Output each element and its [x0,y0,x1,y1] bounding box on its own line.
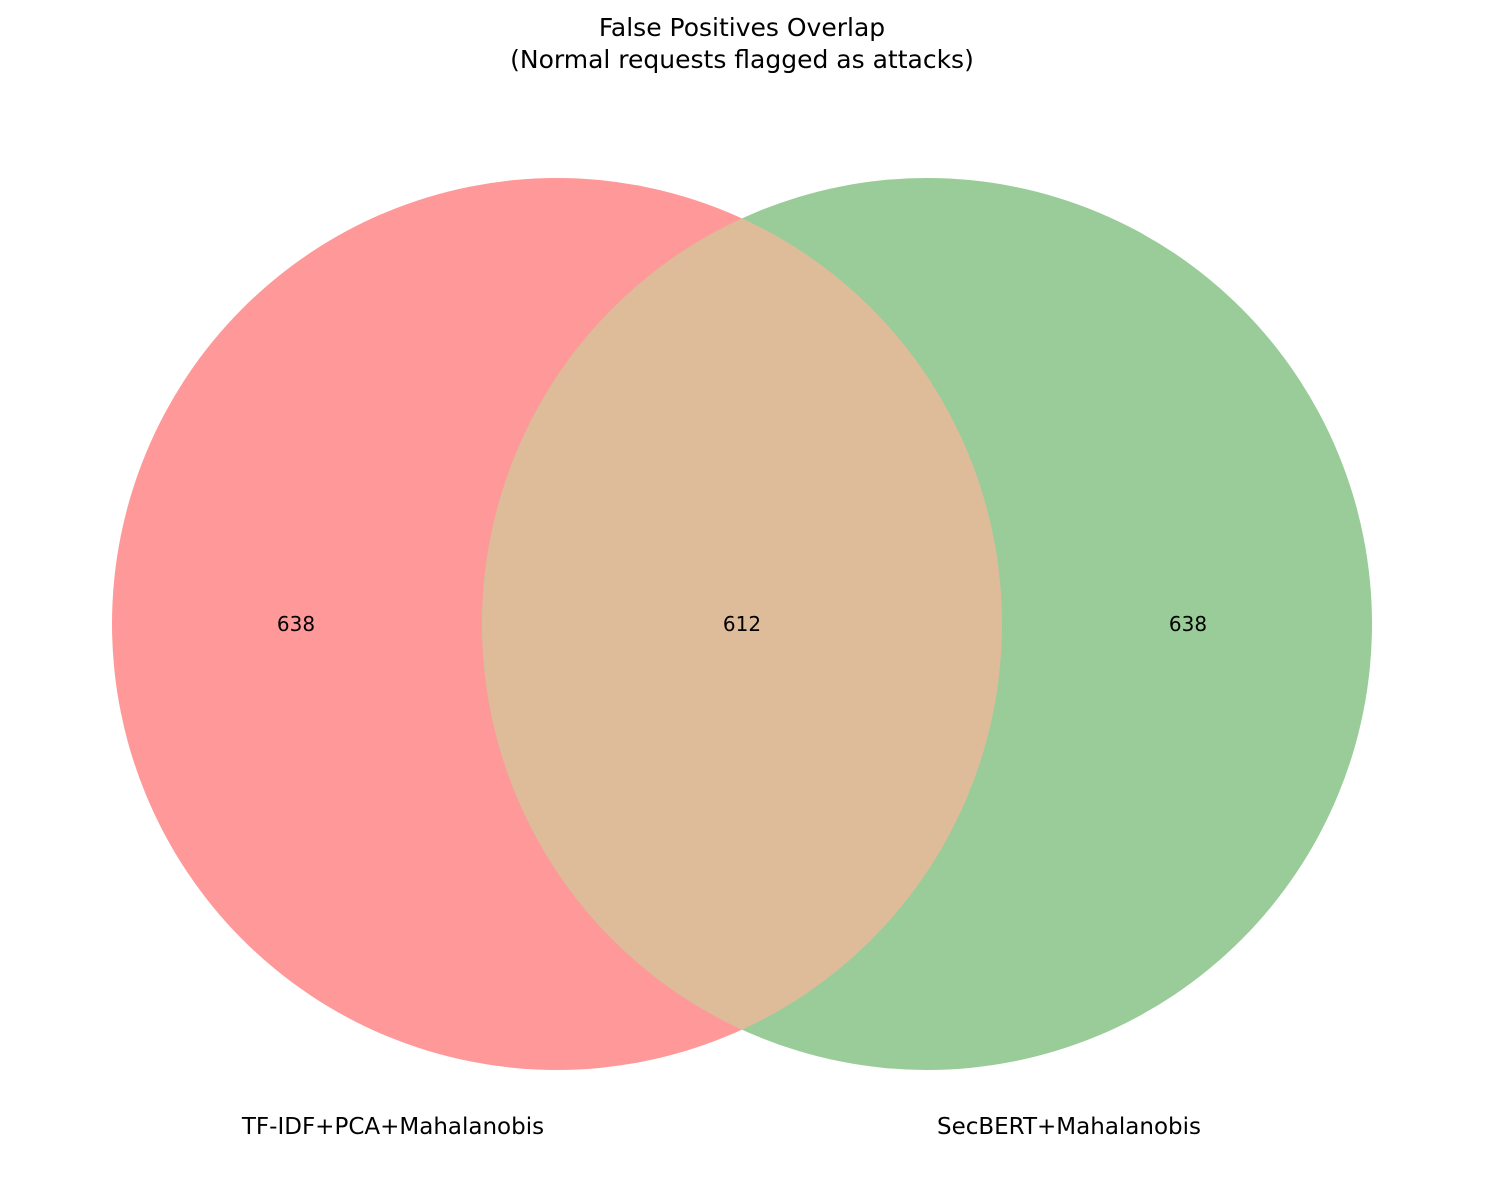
intersection-region [482,178,1002,1070]
intersection-count: 612 [723,612,761,636]
chart-title-line-1: False Positives Overlap [599,13,885,42]
chart-title-line-2: (Normal requests flagged as attacks) [510,45,974,74]
set-b-label: SecBERT+Mahalanobis [937,1114,1201,1140]
set-a-only-count: 638 [277,612,315,636]
set-b-only-count: 638 [1169,612,1207,636]
set-a-label: TF-IDF+PCA+Mahalanobis [241,1114,544,1140]
